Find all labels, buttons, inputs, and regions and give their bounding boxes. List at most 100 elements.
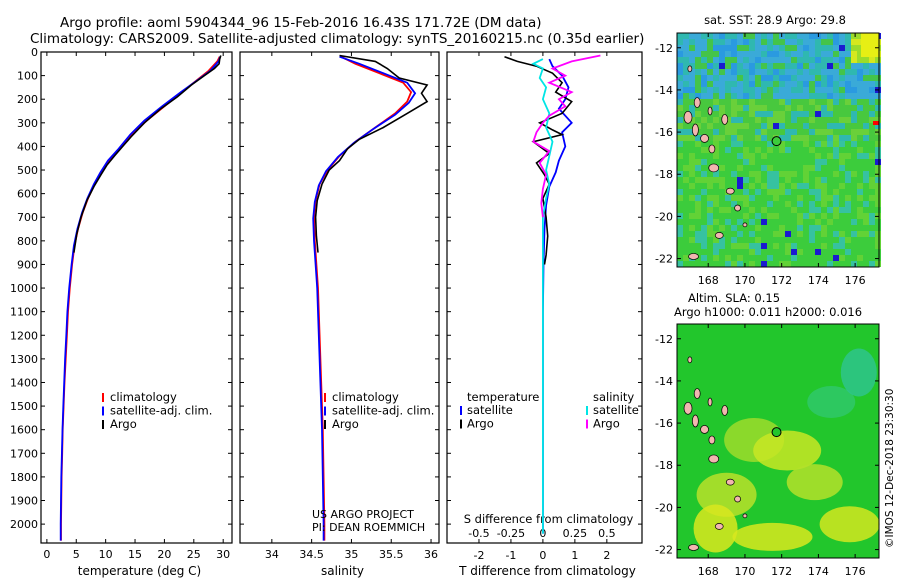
sst-pixel (839, 99, 845, 105)
sst-pixel (875, 189, 881, 195)
sst-pixel (839, 63, 845, 69)
sst-pixel (707, 135, 713, 141)
sst-pixel (737, 129, 743, 135)
sst-pixel (821, 147, 827, 153)
sst-pixel (773, 87, 779, 93)
sst-pixel (677, 183, 683, 189)
sst-pixel (785, 207, 791, 213)
lon-tick-label: 170 (734, 274, 755, 287)
sst-pixel (683, 177, 689, 183)
sst-pixel (791, 255, 797, 261)
sst-pixel (869, 261, 875, 267)
sst-pixel (725, 75, 731, 81)
sst-pixel (791, 57, 797, 63)
sst-pixel (773, 63, 779, 69)
sst-pixel (863, 75, 869, 81)
sst-pixel (875, 81, 881, 87)
sst-pixel (755, 249, 761, 255)
sst-pixel (707, 219, 713, 225)
sst-pixel (767, 93, 773, 99)
sst-pixel (695, 111, 701, 117)
sst-pixel (845, 147, 851, 153)
sst-pixel (875, 255, 881, 261)
sst-pixel (737, 213, 743, 219)
sst-pixel (839, 111, 845, 117)
sst-pixel (749, 195, 755, 201)
island (742, 222, 748, 228)
sst-pixel (767, 87, 773, 93)
sst-pixel (833, 147, 839, 153)
sst-pixel (833, 195, 839, 201)
sst-pixel (683, 213, 689, 219)
sst-pixel (689, 141, 695, 147)
sst-pixel (695, 171, 701, 177)
sst-pixel (719, 105, 725, 111)
sst-pixel (683, 147, 689, 153)
sst-pixel (737, 39, 743, 45)
sst-pixel (797, 75, 803, 81)
sst-pixel (803, 237, 809, 243)
sst-pixel (827, 147, 833, 153)
sst-pixel (737, 237, 743, 243)
sst-pixel (845, 207, 851, 213)
sst-pixel (797, 231, 803, 237)
sst-pixel (779, 219, 785, 225)
sst-pixel (809, 87, 815, 93)
sst-pixel (743, 183, 749, 189)
legend-label: satellite (593, 403, 639, 417)
sst-pixel (755, 153, 761, 159)
sst-pixel (737, 153, 743, 159)
sst-pixel (773, 189, 779, 195)
sst-pixel (821, 63, 827, 69)
sst-pixel (875, 225, 881, 231)
sst-pixel (707, 189, 713, 195)
sst-pixel (767, 153, 773, 159)
sst-pixel (821, 51, 827, 57)
sst-pixel (863, 231, 869, 237)
sst-pixel (803, 261, 809, 267)
sst-pixel (773, 93, 779, 99)
sst-pixel (809, 99, 815, 105)
sst-pixel (845, 63, 851, 69)
sst-pixel (821, 237, 827, 243)
sst-pixel (869, 249, 875, 255)
sst-pixel (677, 63, 683, 69)
sst-pixel (863, 201, 869, 207)
sst-pixel (701, 75, 707, 81)
lat-tick-label: -20 (655, 210, 673, 223)
sst-pixel (863, 213, 869, 219)
x-tick-label: 35.5 (379, 548, 404, 561)
sst-pixel (731, 141, 737, 147)
sst-pixel (761, 93, 767, 99)
sst-pixel (863, 141, 869, 147)
sst-pixel (737, 171, 743, 177)
sst-pixel (833, 207, 839, 213)
sst-pixel (851, 249, 857, 255)
sst-pixel (719, 237, 725, 243)
sst-pixel (821, 219, 827, 225)
sst-pixel (809, 171, 815, 177)
sst-pixel (797, 57, 803, 63)
sst-pixel (767, 207, 773, 213)
sst-pixel (731, 225, 737, 231)
sst-pixel (839, 51, 845, 57)
sst-pixel (749, 237, 755, 243)
sst-pixel (707, 57, 713, 63)
sst-pixel (845, 51, 851, 57)
sst-pixel (791, 81, 797, 87)
sst-pixel (731, 45, 737, 51)
sst-pixel (833, 213, 839, 219)
lat-tick-label: -14 (655, 375, 673, 388)
legend-label: satellite-adj. clim. (110, 404, 212, 418)
sst-pixel (827, 207, 833, 213)
sst-pixel (809, 51, 815, 57)
sst-pixel (761, 81, 767, 87)
sst-pixel (797, 141, 803, 147)
lat-tick-label: -14 (655, 84, 673, 97)
sst-pixel (845, 261, 851, 267)
sst-pixel (827, 111, 833, 117)
sst-pixel (761, 51, 767, 57)
sst-pixel (833, 261, 839, 267)
sst-pixel (833, 159, 839, 165)
sst-pixel (725, 249, 731, 255)
